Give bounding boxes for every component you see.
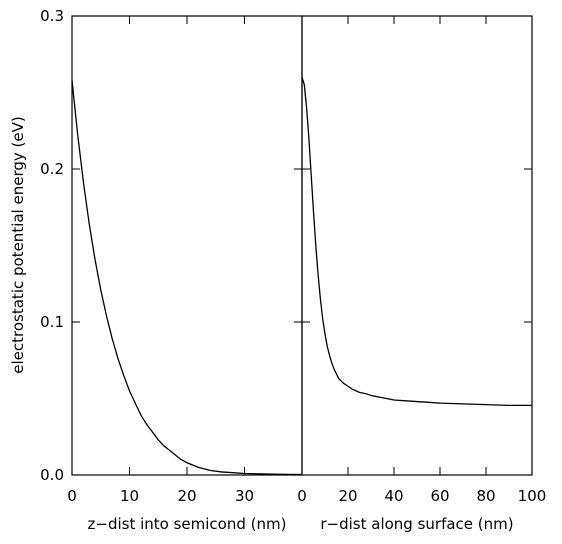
y-tick-label: 0.1 (40, 313, 64, 331)
x-tick-label: 10 (120, 487, 139, 505)
x-tick-label: 100 (518, 487, 547, 505)
series-line (301, 77, 532, 407)
x-tick-label: 20 (177, 487, 196, 505)
x-tick-label: 0 (297, 487, 307, 505)
x-tick-label: 60 (430, 487, 449, 505)
y-tick-label: 0.0 (40, 466, 64, 484)
x-tick-label: 80 (476, 487, 495, 505)
plot-frame (71, 15, 303, 476)
right-x-axis-label: r−dist along surface (nm) (320, 515, 513, 533)
x-tick-label: 0 (67, 487, 77, 505)
left-panel: 0 10 20 30 0.0 0.1 0.2 0.3 (40, 7, 303, 505)
x-tick-label: 20 (338, 487, 357, 505)
right-panel: 0 20 40 60 80 100 (294, 15, 547, 505)
plot-frame (301, 15, 533, 476)
series-line (71, 80, 303, 476)
y-axis-label: electrostatic potential energy (eV) (9, 116, 27, 373)
left-x-axis-label: z−dist into semicond (nm) (88, 515, 287, 533)
y-tick-label: 0.2 (40, 160, 64, 178)
y-tick-label: 0.3 (40, 7, 64, 25)
x-tick-label: 30 (235, 487, 254, 505)
x-tick-label: 40 (384, 487, 403, 505)
